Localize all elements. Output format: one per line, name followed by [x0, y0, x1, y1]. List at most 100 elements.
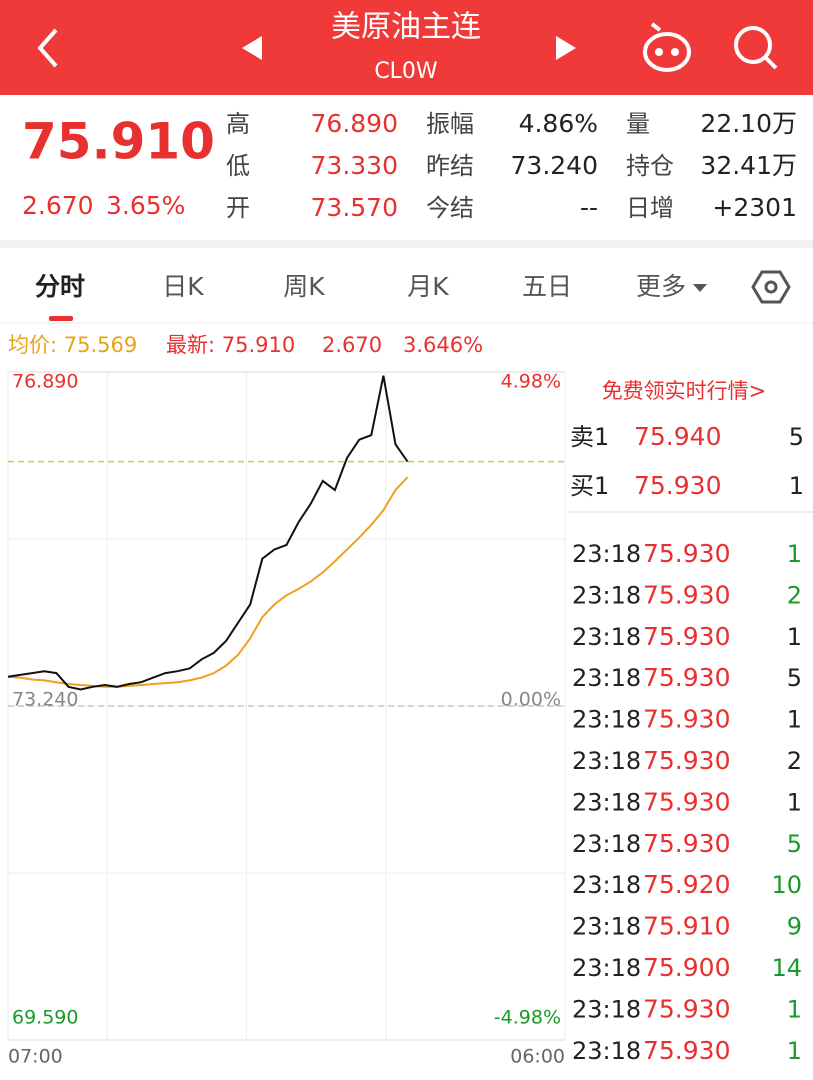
top-bar: [0, 0, 813, 95]
trade-time: 23:18: [572, 664, 641, 692]
trade-time: 23:18: [572, 706, 641, 734]
latest-change-pct: 3.646%: [403, 333, 483, 357]
y2-tick-label: 4.98%: [501, 371, 561, 393]
chart: 69.590 73.240 76.890 -4.98% 0.00% 4.98% 07:00 0…: [7, 371, 566, 1068]
trade-price: 75.900: [643, 953, 730, 982]
trade-time: 23:18: [572, 788, 641, 816]
trade-time: 23:18: [572, 540, 641, 568]
trades: 23:18 75.930 123:18 75.930 223:18 75.930 123:1…: [572, 539, 802, 1065]
trade-price: 75.930: [643, 746, 730, 775]
stat-value: 22.10万: [700, 109, 797, 138]
stat-label: 低: [226, 152, 250, 180]
subtitle: CL0W: [374, 59, 438, 84]
avg-price: 均价: 75.569: [8, 333, 137, 357]
trade-price: 75.930: [643, 1036, 730, 1065]
stat-label: 今结: [426, 194, 474, 222]
latest-price: 最新: 75.910: [166, 333, 295, 357]
trade-time: 23:18: [572, 830, 641, 858]
trade-time: 23:18: [572, 954, 641, 982]
stat-value: 4.86%: [519, 109, 598, 138]
tab[interactable]: 日K: [162, 272, 204, 301]
trade-price: 75.930: [643, 580, 730, 609]
stat-value: 32.41万: [700, 151, 797, 180]
tab-underline: [49, 316, 73, 321]
trade-volume: 1: [787, 706, 802, 734]
trade-time: 23:18: [572, 913, 641, 941]
series-line: [7, 476, 409, 688]
trade-price: 75.930: [643, 622, 730, 651]
tab[interactable]: 周K: [283, 272, 325, 301]
more-arrow: [693, 284, 707, 292]
ask-price: 75.940: [634, 422, 721, 451]
trade-time: 23:18: [572, 995, 641, 1023]
bid-label: 买1: [570, 472, 609, 500]
trade-price: 75.930: [643, 994, 730, 1023]
tab[interactable]: 五日: [522, 272, 572, 301]
promo-link[interactable]: 免费领实时行情>: [602, 379, 767, 403]
change: 2.670: [22, 191, 94, 220]
trade-volume: 5: [787, 664, 802, 692]
stat-value: 73.240: [511, 151, 598, 180]
stat-label: 昨结: [426, 152, 474, 180]
trade-price: 75.910: [643, 912, 730, 941]
trade-volume: 10: [771, 871, 802, 899]
trade-volume: 9: [787, 913, 802, 941]
stat-label: 日增: [626, 194, 674, 222]
change-pct: 3.65%: [106, 191, 185, 220]
trade-volume: 5: [787, 830, 802, 858]
trade-time: 23:18: [572, 871, 641, 899]
trade-volume: 14: [771, 954, 802, 982]
trade-price: 75.920: [643, 870, 730, 899]
stat-label: 振幅: [426, 110, 474, 138]
stat-label: 持仓: [626, 152, 674, 180]
x-tick-label: 06:00: [510, 1046, 565, 1068]
trade-volume: 1: [787, 788, 802, 816]
x-tick-label: 07:00: [8, 1046, 63, 1068]
ask-label: 卖1: [570, 423, 609, 451]
trade-time: 23:18: [572, 581, 641, 609]
stat-value: 76.890: [311, 109, 398, 138]
stat-value: 73.330: [311, 151, 398, 180]
tab[interactable]: 月K: [407, 272, 449, 301]
trade-volume: 1: [787, 1037, 802, 1065]
trade-volume: 1: [787, 540, 802, 568]
community-icon[interactable]: [643, 22, 691, 72]
stat-label: 量: [626, 110, 650, 138]
stat-label: 高: [226, 110, 250, 138]
trade-price: 75.930: [643, 539, 730, 568]
trade-time: 23:18: [572, 747, 641, 775]
tabs: 分时 日K 周K 月K 五日 更多: [35, 272, 686, 301]
y2-tick-label: 0.00%: [501, 689, 561, 711]
tab[interactable]: 分时: [35, 272, 85, 301]
search-icon[interactable]: [734, 26, 778, 70]
trade-price: 75.930: [643, 705, 730, 734]
trade-price: 75.930: [643, 787, 730, 816]
stat-value: +2301: [712, 193, 797, 222]
separator: [0, 240, 813, 248]
bid-price: 75.930: [634, 471, 721, 500]
trade-price: 75.930: [643, 663, 730, 692]
y-tick-label: 73.240: [12, 689, 78, 711]
settings-icon-dot: [764, 280, 778, 294]
series-line: [7, 375, 409, 691]
title: 美原油主连: [331, 10, 481, 45]
settings-icon[interactable]: [751, 270, 791, 304]
y-tick-label: 69.590: [12, 1007, 78, 1029]
prev-button[interactable]: [242, 36, 262, 60]
stat-value: --: [580, 193, 598, 222]
stat-label: 开: [226, 194, 250, 222]
ask-volume: 5: [789, 423, 804, 451]
latest-change: 2.670: [322, 333, 382, 357]
trade-volume: 2: [787, 747, 802, 775]
back-button[interactable]: [37, 28, 58, 68]
next-button[interactable]: [556, 36, 576, 60]
stat-value: 73.570: [311, 193, 398, 222]
y2-tick-label: -4.98%: [494, 1007, 561, 1029]
bid-volume: 1: [789, 472, 804, 500]
price: 75.910: [22, 113, 215, 171]
y-tick-label: 76.890: [12, 371, 78, 393]
tab[interactable]: 更多: [636, 272, 686, 301]
trade-volume: 1: [787, 623, 802, 651]
